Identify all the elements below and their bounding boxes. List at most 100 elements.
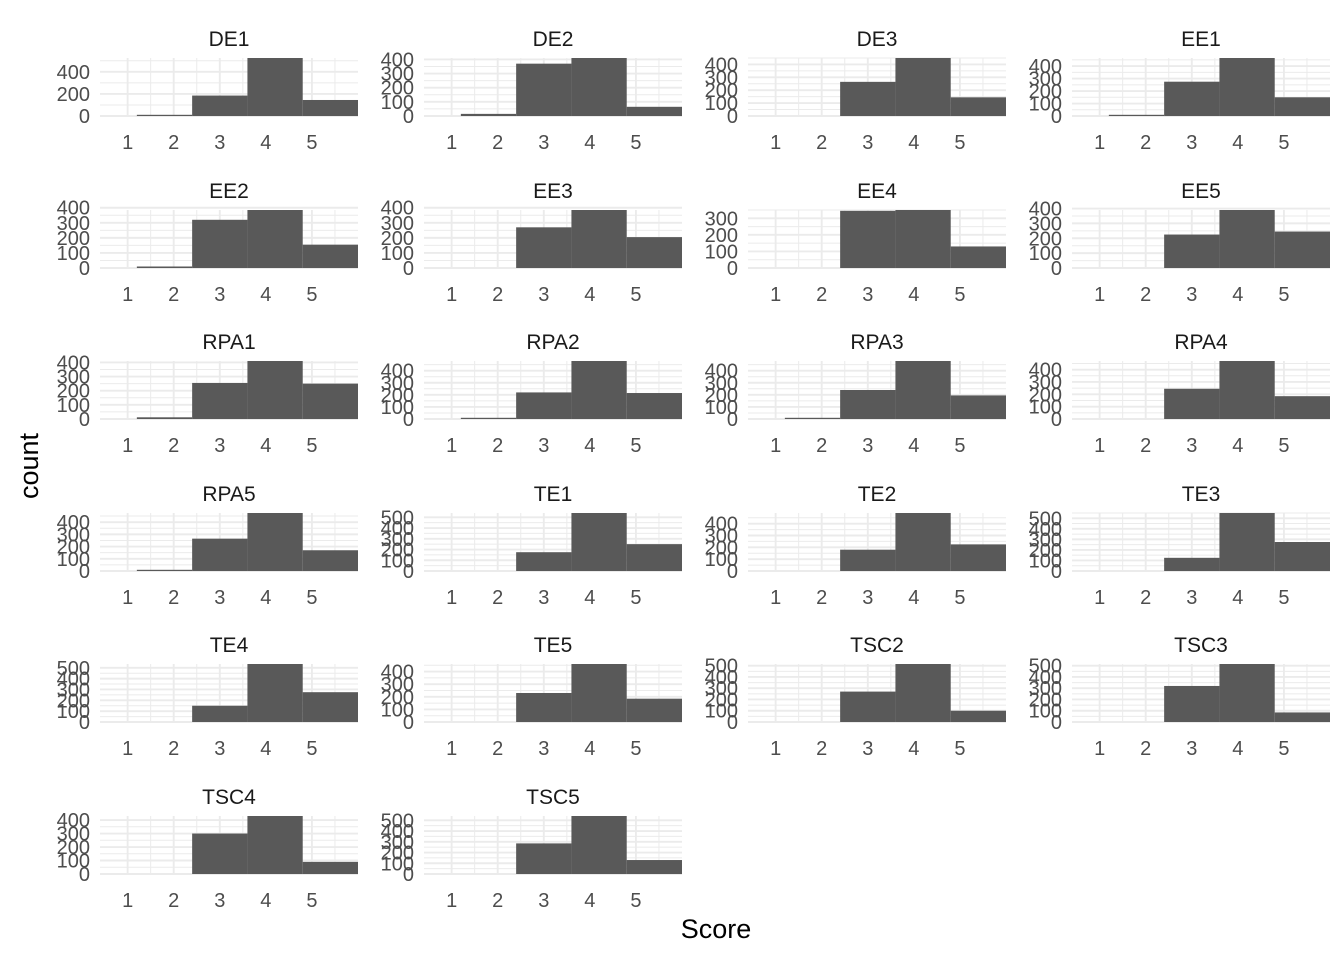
x-tick-label: 1 xyxy=(446,132,457,154)
facet-title: TE5 xyxy=(534,634,573,657)
histogram-bar xyxy=(1219,210,1275,268)
y-tick-label: 200 xyxy=(1029,81,1062,103)
x-tick-label: 1 xyxy=(770,132,781,154)
histogram-bar xyxy=(571,664,627,722)
y-tick-label: 200 xyxy=(57,690,90,712)
y-tick-label: 0 xyxy=(727,561,738,583)
x-tick-label: 2 xyxy=(492,738,503,760)
y-tick-label: 400 xyxy=(57,352,90,374)
x-tick-label: 3 xyxy=(214,132,225,154)
histogram-bar xyxy=(516,693,572,722)
y-tick-label: 500 xyxy=(1029,656,1062,678)
y-tick-label: 400 xyxy=(381,518,414,540)
facet-title: DE1 xyxy=(209,28,250,51)
histogram-bar xyxy=(460,417,517,419)
x-tick-label: 2 xyxy=(492,587,503,609)
x-tick-label: 3 xyxy=(1186,132,1197,154)
histogram-bar xyxy=(192,219,248,268)
y-tick-label: 0 xyxy=(79,106,90,128)
x-tick-label: 5 xyxy=(630,890,641,912)
histogram-bar xyxy=(302,383,358,419)
y-tick-label: 100 xyxy=(381,550,414,572)
histogram-bar xyxy=(895,513,951,571)
y-tick-label: 100 xyxy=(57,395,90,417)
y-tick-label: 0 xyxy=(403,409,414,431)
y-tick-label: 100 xyxy=(1029,550,1062,572)
y-tick-label: 0 xyxy=(1051,561,1062,583)
x-tick-label: 2 xyxy=(816,284,827,306)
y-tick-label: 400 xyxy=(381,198,414,220)
facet-title: RPA2 xyxy=(526,331,579,354)
histogram-bar xyxy=(1219,664,1275,722)
facet-title: RPA1 xyxy=(202,331,255,354)
x-tick-label: 4 xyxy=(584,890,595,912)
y-tick-label: 100 xyxy=(381,92,414,114)
y-tick-label: 0 xyxy=(79,561,90,583)
histogram-bar xyxy=(840,81,896,116)
facet-title: RPA3 xyxy=(850,331,903,354)
x-tick-label: 2 xyxy=(168,738,179,760)
facet-title: RPA4 xyxy=(1174,331,1228,354)
x-tick-label: 1 xyxy=(770,738,781,760)
y-tick-label: 0 xyxy=(1051,409,1062,431)
histogram-bar xyxy=(516,63,572,116)
x-tick-label: 2 xyxy=(816,435,827,457)
histogram-bar xyxy=(136,569,193,571)
facet-title: TSC5 xyxy=(526,786,580,809)
x-tick-label: 5 xyxy=(1278,587,1289,609)
histogram-bar xyxy=(1274,712,1330,722)
x-tick-label: 3 xyxy=(1186,284,1197,306)
facet-title: TSC4 xyxy=(202,786,256,809)
facet-title: TSC3 xyxy=(1174,634,1228,657)
y-tick-label: 300 xyxy=(381,832,414,854)
y-tick-label: 0 xyxy=(727,258,738,280)
histogram-bar xyxy=(626,698,682,722)
x-tick-label: 5 xyxy=(630,738,641,760)
y-tick-label: 400 xyxy=(705,54,738,76)
x-tick-label: 3 xyxy=(214,435,225,457)
y-tick-label: 0 xyxy=(1051,106,1062,128)
y-tick-label: 400 xyxy=(57,62,90,84)
y-tick-label: 500 xyxy=(57,658,90,680)
x-tick-label: 2 xyxy=(1140,132,1151,154)
histogram-bar xyxy=(1219,58,1275,116)
y-tick-label: 200 xyxy=(1029,384,1062,406)
y-tick-label: 300 xyxy=(705,525,738,547)
y-tick-label: 100 xyxy=(705,241,738,263)
x-tick-label: 1 xyxy=(446,738,457,760)
x-tick-label: 4 xyxy=(584,435,595,457)
x-tick-label: 1 xyxy=(1094,132,1105,154)
y-tick-label: 400 xyxy=(57,669,90,691)
histogram-bar xyxy=(192,705,248,722)
y-tick-label: 500 xyxy=(705,656,738,678)
x-tick-label: 4 xyxy=(908,435,919,457)
y-tick-label: 100 xyxy=(57,851,90,873)
histogram-bar xyxy=(247,816,303,874)
histogram-bar xyxy=(1274,396,1330,419)
histogram-bar xyxy=(895,58,951,116)
facet-title: EE1 xyxy=(1181,28,1221,51)
y-tick-label: 100 xyxy=(381,243,414,265)
facet-title: DE3 xyxy=(857,28,898,51)
histogram-bar xyxy=(1164,388,1220,419)
histogram-bar xyxy=(302,861,358,874)
y-tick-label: 500 xyxy=(381,810,414,832)
y-tick-label: 200 xyxy=(705,225,738,247)
x-tick-label: 4 xyxy=(260,587,271,609)
x-tick-label: 1 xyxy=(446,284,457,306)
histogram-bar xyxy=(460,113,517,116)
y-tick-label: 300 xyxy=(381,213,414,235)
y-tick-label: 300 xyxy=(57,679,90,701)
histogram-bar xyxy=(1164,81,1220,116)
y-tick-label: 0 xyxy=(403,258,414,280)
x-tick-label: 4 xyxy=(908,284,919,306)
x-tick-label: 2 xyxy=(168,435,179,457)
histogram-bar xyxy=(1164,557,1220,571)
x-tick-label: 5 xyxy=(630,587,641,609)
x-tick-label: 5 xyxy=(306,890,317,912)
x-tick-label: 4 xyxy=(260,132,271,154)
histogram-bar xyxy=(895,664,951,722)
